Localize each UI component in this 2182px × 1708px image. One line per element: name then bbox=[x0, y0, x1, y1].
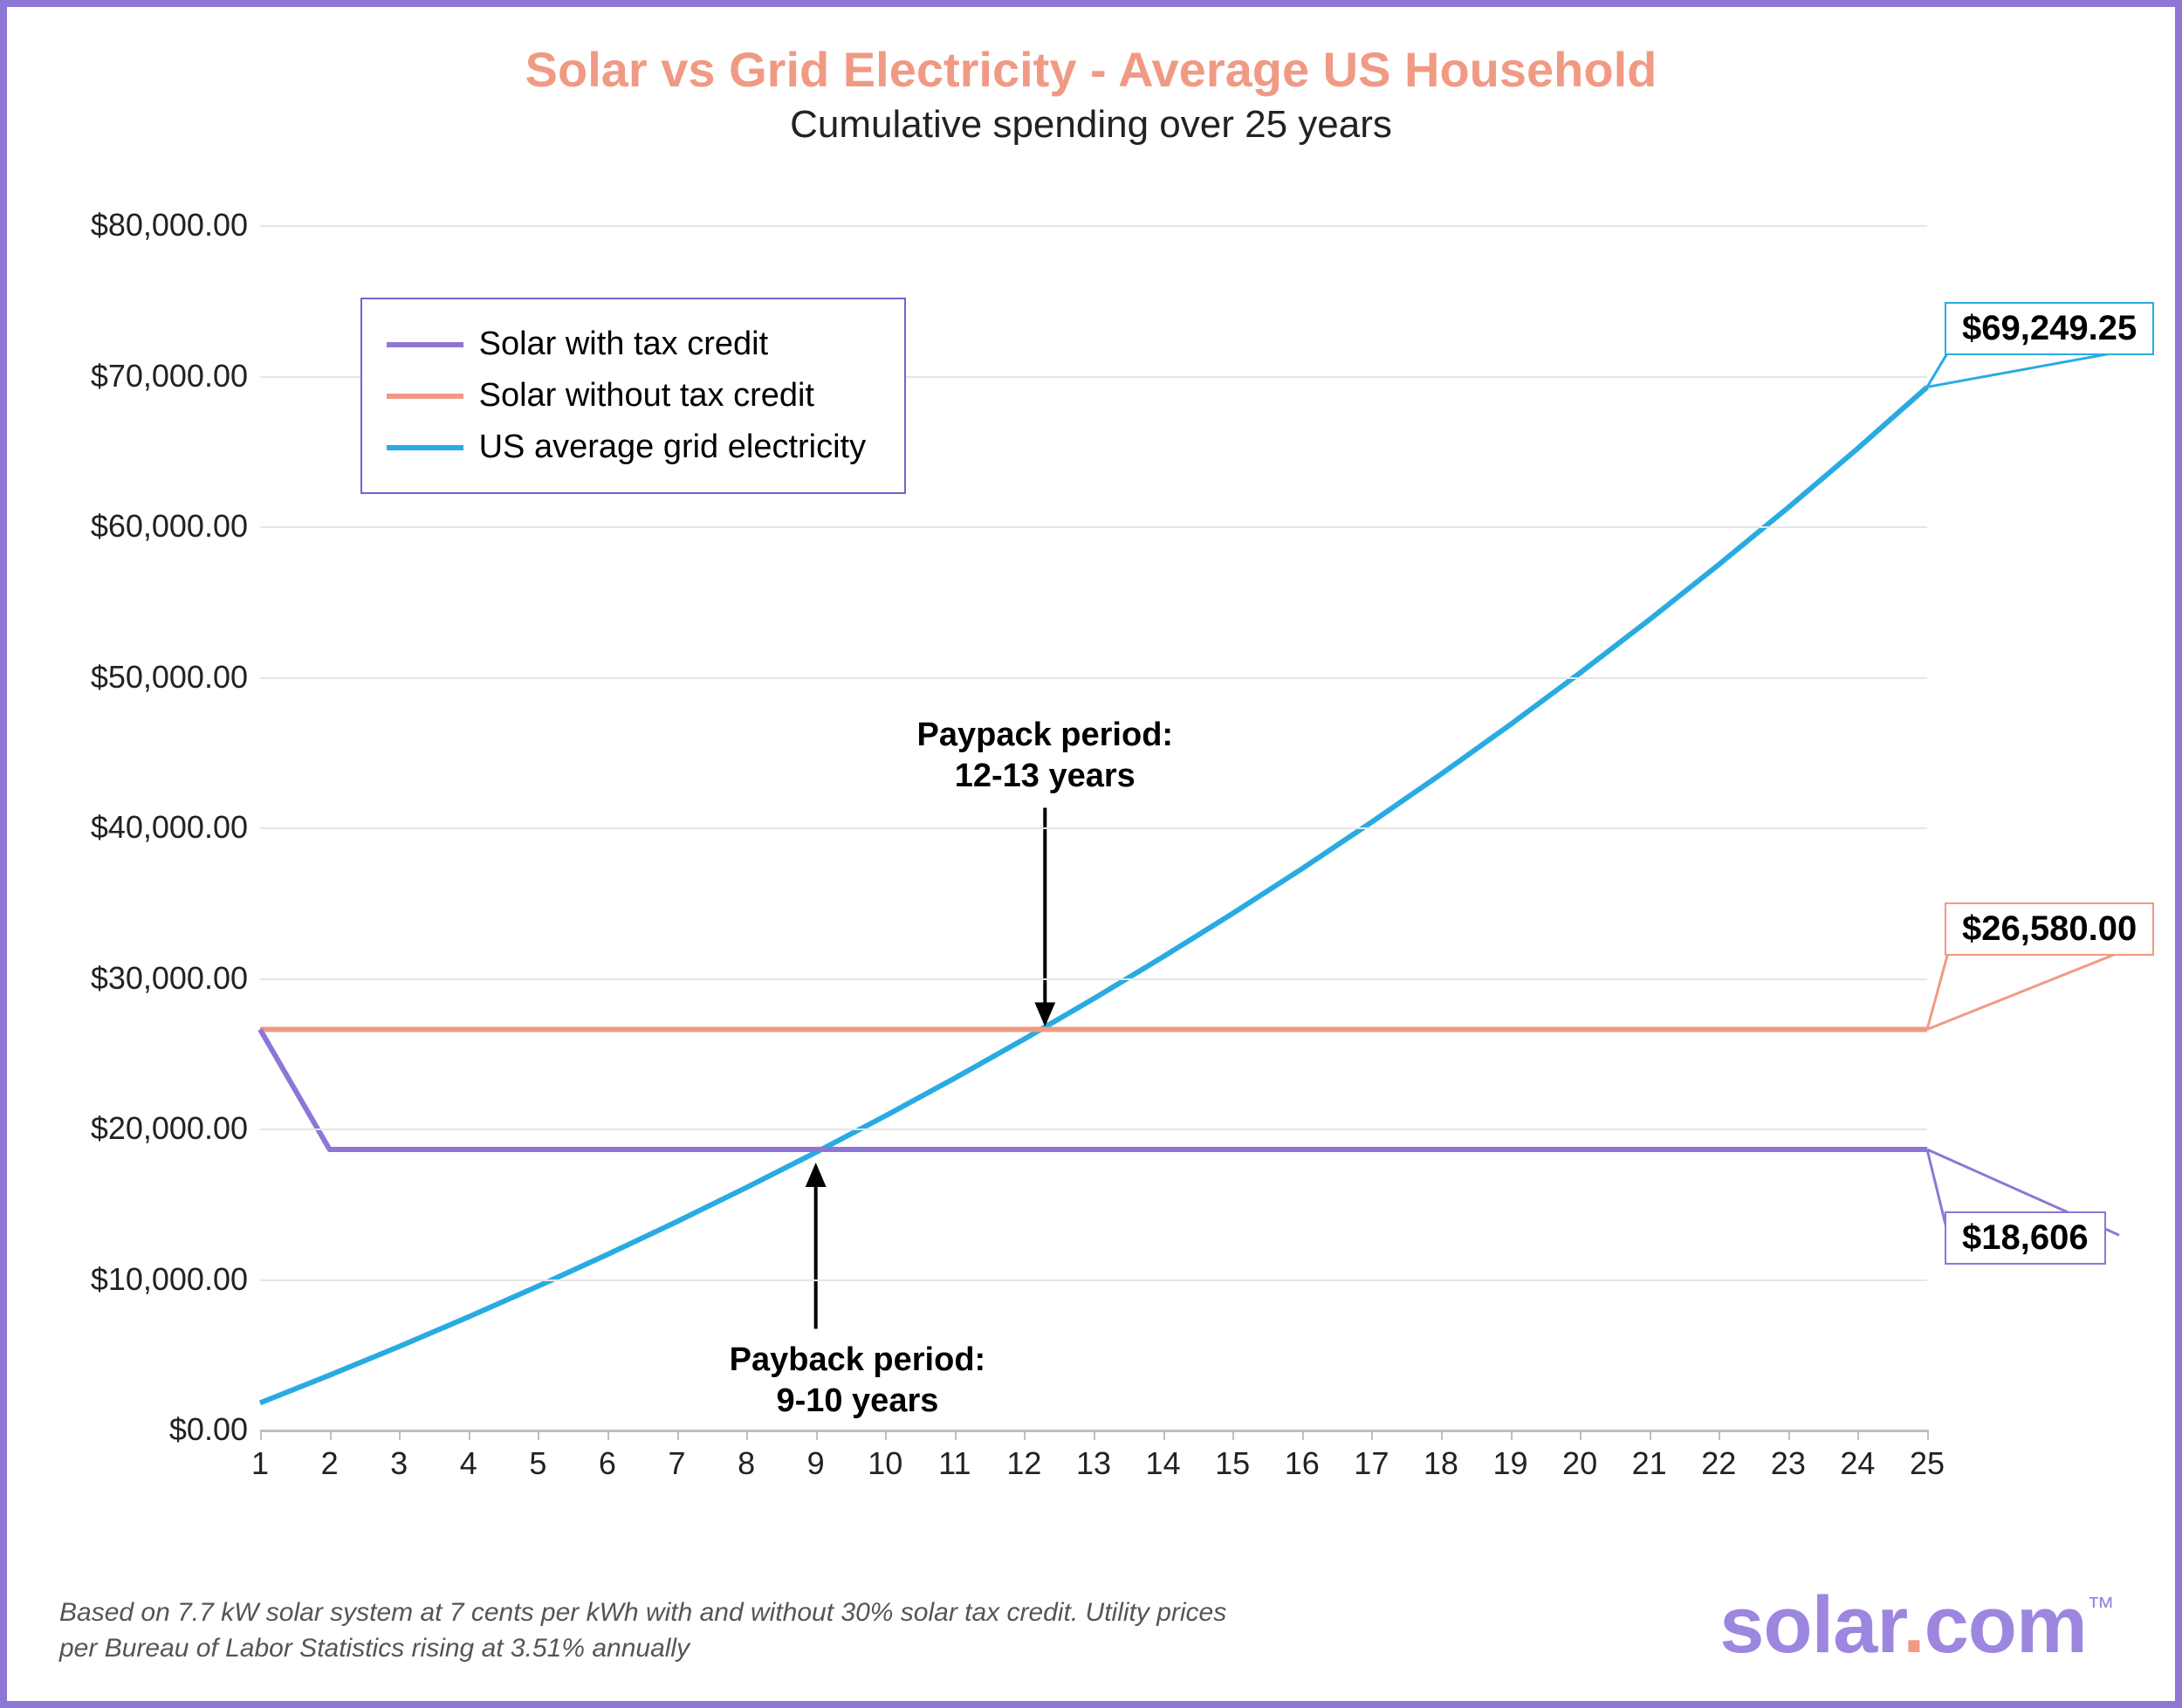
annotation-line1: Payback period: bbox=[730, 1340, 986, 1382]
x-axis-tick bbox=[330, 1430, 332, 1440]
x-axis-tick bbox=[1788, 1430, 1790, 1440]
plot-area: $0.00$10,000.00$20,000.00$30,000.00$40,0… bbox=[260, 225, 1927, 1430]
legend: Solar with tax credit Solar without tax c… bbox=[360, 298, 907, 494]
logo-word-a: solar bbox=[1719, 1581, 1903, 1670]
callout-credit-end: $18,606 bbox=[1945, 1211, 2106, 1265]
legend-label: US average grid electricity bbox=[479, 429, 867, 466]
callout-nocredit-end: $26,580.00 bbox=[1945, 902, 2154, 956]
y-axis-tick-label: $20,000.00 bbox=[91, 1110, 260, 1147]
y-axis-tick-label: $60,000.00 bbox=[91, 508, 260, 545]
logo-dot-icon: . bbox=[1903, 1581, 1925, 1670]
annotation-payback-lower: Payback period:9-10 years bbox=[730, 1340, 986, 1423]
x-axis-tick bbox=[1650, 1430, 1651, 1440]
legend-swatch-icon bbox=[387, 445, 463, 450]
x-axis-tick bbox=[1511, 1430, 1513, 1440]
annotation-line2: 12-13 years bbox=[917, 756, 1174, 798]
chart-title: Solar vs Grid Electricity - Average US H… bbox=[51, 42, 2131, 98]
annotation-payback-upper: Paypack period:12-13 years bbox=[917, 715, 1174, 798]
legend-label: Solar without tax credit bbox=[479, 377, 814, 415]
x-axis-tick bbox=[1094, 1430, 1095, 1440]
legend-swatch-icon bbox=[387, 394, 463, 399]
x-axis-tick bbox=[1163, 1430, 1165, 1440]
x-axis-tick bbox=[1302, 1430, 1304, 1440]
legend-item: Solar with tax credit bbox=[387, 319, 867, 370]
x-axis-tick bbox=[469, 1430, 470, 1440]
x-axis-tick bbox=[1024, 1430, 1026, 1440]
y-axis-tick-label: $70,000.00 bbox=[91, 358, 260, 394]
legend-swatch-icon bbox=[387, 342, 463, 347]
y-axis-tick-label: $30,000.00 bbox=[91, 960, 260, 997]
x-axis-tick bbox=[677, 1430, 679, 1440]
x-axis-tick bbox=[399, 1430, 401, 1440]
x-axis-tick bbox=[260, 1430, 262, 1440]
chart-area: $0.00 $10,000.00 $20,000.00 $30,000.00 $40,0… bbox=[51, 173, 2131, 1482]
y-axis-tick-label: $0.00 bbox=[169, 1411, 260, 1448]
x-axis-tick bbox=[538, 1430, 539, 1440]
gridline bbox=[260, 1279, 1927, 1281]
x-axis-tick bbox=[1927, 1430, 1929, 1440]
gridline bbox=[260, 677, 1927, 679]
callout-leader bbox=[1927, 353, 2119, 388]
y-axis-tick-label: $80,000.00 bbox=[91, 207, 260, 244]
legend-label: Solar with tax credit bbox=[479, 326, 769, 363]
y-axis-tick-label: $40,000.00 bbox=[91, 809, 260, 846]
gridline bbox=[260, 526, 1927, 528]
x-axis-tick bbox=[746, 1430, 748, 1440]
x-axis-tick bbox=[1232, 1430, 1234, 1440]
x-axis-tick bbox=[607, 1430, 609, 1440]
annotation-line2: 9-10 years bbox=[730, 1381, 986, 1423]
callout-grid-end: $69,249.25 bbox=[1945, 302, 2154, 355]
y-axis-tick-label: $10,000.00 bbox=[91, 1261, 260, 1298]
x-axis-tick bbox=[1719, 1430, 1720, 1440]
annotation-line1: Paypack period: bbox=[917, 715, 1174, 757]
gridline bbox=[260, 1128, 1927, 1130]
x-axis-tick bbox=[955, 1430, 957, 1440]
x-axis-tick bbox=[1857, 1430, 1859, 1440]
x-axis-tick bbox=[1441, 1430, 1443, 1440]
x-axis-tick bbox=[885, 1430, 887, 1440]
footnote-line2: per Bureau of Labor Statistics rising at… bbox=[59, 1631, 1226, 1667]
brand-logo: solar.com™ bbox=[1719, 1580, 2114, 1671]
gridline bbox=[260, 225, 1927, 227]
chart-subtitle: Cumulative spending over 25 years bbox=[51, 103, 2131, 147]
logo-word-b: com bbox=[1925, 1581, 2087, 1670]
x-axis-tick bbox=[1580, 1430, 1582, 1440]
chart-frame: Solar vs Grid Electricity - Average US H… bbox=[0, 0, 2182, 1708]
gridline bbox=[260, 827, 1927, 829]
logo-trademark: ™ bbox=[2087, 1591, 2114, 1622]
gridline bbox=[260, 978, 1927, 980]
footnote-line1: Based on 7.7 kW solar system at 7 cents … bbox=[59, 1595, 1226, 1631]
legend-item: US average grid electricity bbox=[387, 422, 867, 473]
y-axis-tick-label: $50,000.00 bbox=[91, 659, 260, 696]
callout-leader bbox=[1927, 953, 2119, 1030]
x-axis-tick bbox=[1371, 1430, 1373, 1440]
footnote: Based on 7.7 kW solar system at 7 cents … bbox=[59, 1595, 1226, 1666]
legend-item: Solar without tax credit bbox=[387, 370, 867, 422]
x-axis-tick bbox=[816, 1430, 818, 1440]
